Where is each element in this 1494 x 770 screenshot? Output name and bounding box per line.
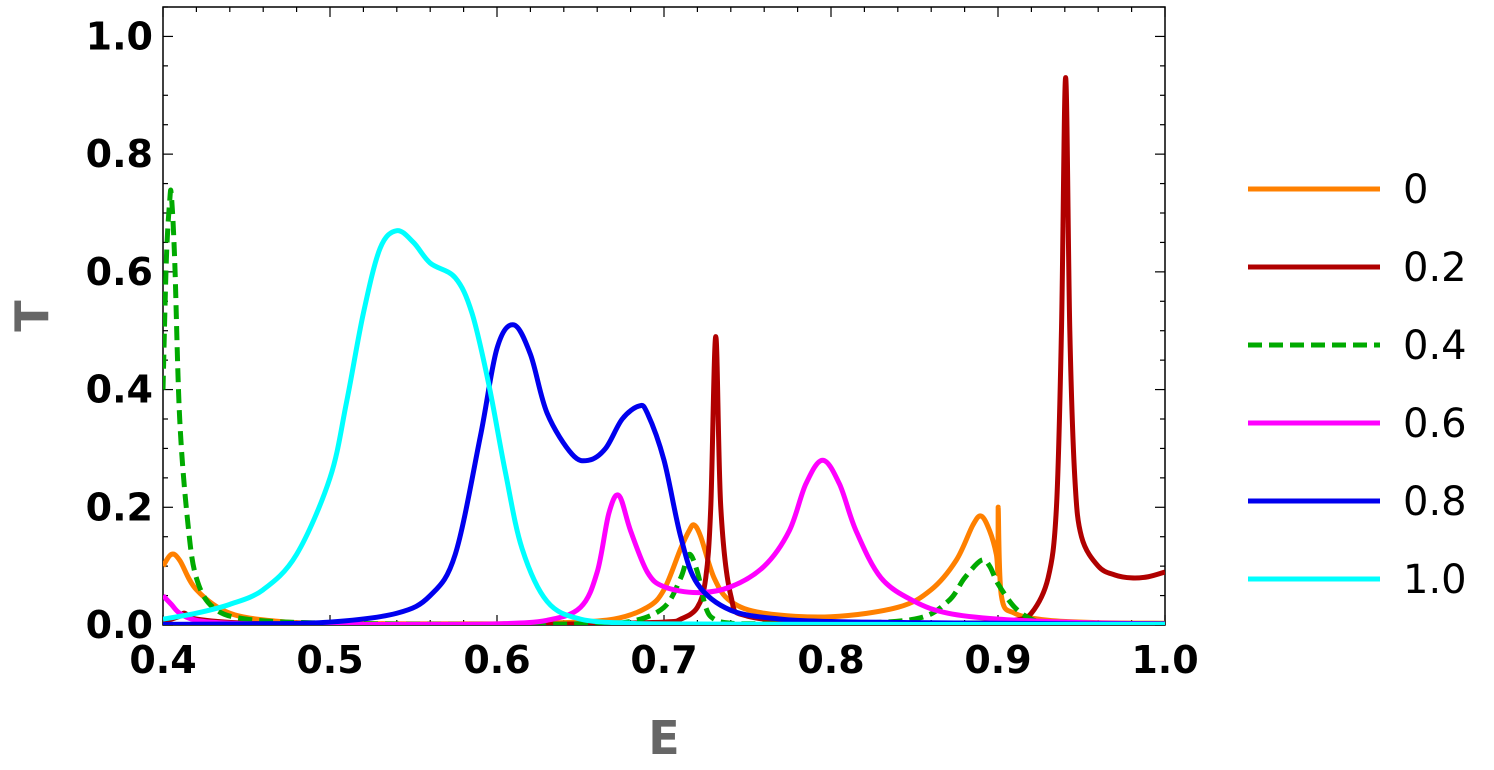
series-line-1-0 (163, 228, 1165, 625)
x-tick-label: 0.4 (129, 638, 196, 682)
x-tick-label: 0.7 (630, 638, 697, 682)
x-tick-label: 1.0 (1131, 638, 1198, 682)
y-tick-label: 0.8 (86, 132, 153, 176)
legend-label: 0.8 (1403, 479, 1467, 525)
legend-label: 0.2 (1403, 245, 1467, 291)
x-tick-label: 0.6 (463, 638, 530, 682)
series-lines (163, 75, 1165, 625)
x-axis-title: E (648, 711, 679, 765)
plot-area (162, 6, 1166, 626)
y-tick-label: 0.0 (86, 603, 153, 647)
y-tick-label: 0.6 (86, 250, 153, 294)
legend-label: 0 (1403, 167, 1428, 213)
legend-label: 0.4 (1403, 323, 1467, 369)
y-tick-label: 0.4 (86, 368, 153, 412)
x-tick-label: 0.9 (964, 638, 1031, 682)
y-tick-label: 0.2 (86, 485, 153, 529)
y-tick-labels: 0.0 0.2 0.4 0.6 0.8 1.0 (86, 14, 153, 647)
legend-label: 0.6 (1403, 401, 1467, 447)
series-line-0-8 (163, 322, 1165, 625)
legend-label: 1.0 (1403, 557, 1467, 603)
x-tick-label: 0.5 (296, 638, 363, 682)
y-axis-title: T (5, 300, 59, 332)
x-tick-labels: 0.4 0.5 0.6 0.7 0.8 0.9 1.0 (129, 638, 1198, 682)
x-tick-label: 0.8 (797, 638, 864, 682)
legend: 0 0.2 0.4 0.6 0.8 1.0 (1248, 167, 1467, 603)
y-tick-label: 1.0 (86, 14, 153, 58)
